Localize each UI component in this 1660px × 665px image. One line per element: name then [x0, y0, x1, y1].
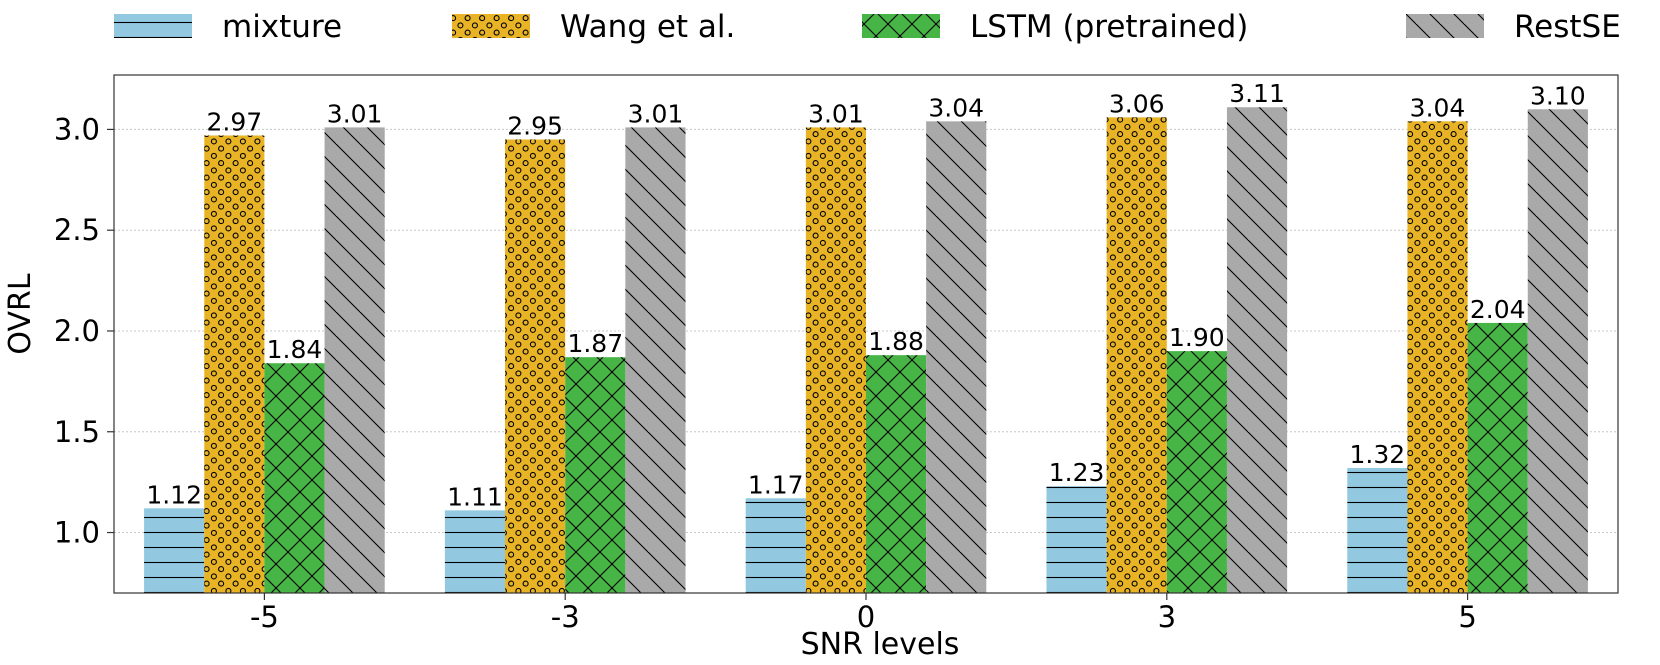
- legend-swatch: [452, 14, 530, 38]
- bar: [1527, 109, 1588, 594]
- legend-swatch: [114, 14, 192, 38]
- x-tick-label: -3: [551, 600, 580, 634]
- y-tick-label: 1.0: [54, 516, 100, 550]
- data-label: 1.90: [1169, 323, 1225, 352]
- bar: [805, 127, 866, 594]
- data-label: 1.87: [567, 329, 623, 358]
- x-tick-label: -5: [250, 600, 279, 634]
- bar: [1407, 121, 1468, 594]
- bar: [926, 121, 987, 594]
- bar: [1166, 351, 1227, 593]
- bar: [1226, 107, 1288, 593]
- bar: [1106, 117, 1167, 594]
- bar: [745, 498, 806, 593]
- y-tick-label: 3.0: [54, 112, 100, 146]
- data-label: 3.01: [628, 99, 684, 128]
- legend-label: RestSE: [1514, 9, 1621, 45]
- data-label: 1.84: [267, 335, 323, 364]
- bar: [144, 508, 205, 593]
- legend-swatch: [862, 14, 940, 38]
- legend-swatch: [1406, 14, 1484, 38]
- data-labels: 1.12 2.97 1.84 3.01 1.11 2.95 1.87 3.01 1.17 3.01…: [146, 79, 1585, 511]
- bar: [866, 355, 927, 593]
- bar: [1467, 322, 1528, 593]
- bar: [204, 135, 265, 593]
- x-axis-title: SNR levels: [801, 627, 960, 662]
- data-label: 3.01: [327, 99, 383, 128]
- y-tick-label: 1.5: [54, 415, 100, 449]
- data-label: 3.04: [1410, 93, 1466, 122]
- data-label: 3.04: [928, 93, 984, 122]
- y-tick-label: 2.5: [54, 213, 100, 247]
- x-tick-label: 5: [1458, 600, 1476, 634]
- x-axis: -5 -3 0 3 5: [250, 593, 1477, 634]
- data-label: 1.32: [1350, 440, 1406, 469]
- bar: [505, 139, 566, 593]
- data-label: 1.17: [748, 470, 804, 499]
- bar: [324, 127, 385, 594]
- data-label: 3.11: [1229, 79, 1285, 108]
- data-label: 1.12: [146, 480, 202, 509]
- data-label: 2.97: [206, 107, 262, 136]
- data-label: 3.06: [1109, 89, 1165, 118]
- x-tick-label: 0: [857, 600, 875, 634]
- data-label: 2.04: [1470, 295, 1526, 324]
- data-label: 2.95: [507, 111, 563, 140]
- legend-label: Wang et al.: [560, 9, 735, 45]
- x-tick-label: 3: [1158, 600, 1176, 634]
- bar: [1347, 468, 1408, 593]
- y-tick-label: 2.0: [54, 314, 100, 348]
- data-label: 1.23: [1049, 458, 1105, 487]
- data-label: 1.11: [447, 482, 503, 511]
- y-axis-title: OVRL: [3, 273, 38, 354]
- bar: [1046, 486, 1107, 593]
- data-label: 1.88: [868, 327, 924, 356]
- legend-label: LSTM (pretrained): [970, 9, 1248, 45]
- bar: [565, 357, 626, 593]
- bar: [264, 363, 325, 593]
- y-axis: 1.0 1.5 2.0 2.5 3.0: [54, 112, 114, 550]
- bar: [625, 127, 686, 594]
- legend: mixture Wang et al. LSTM (pretrained) RestS…: [114, 9, 1621, 45]
- data-label: 3.10: [1530, 81, 1586, 110]
- data-label: 3.01: [808, 99, 864, 128]
- bars: [144, 107, 1588, 594]
- legend-label: mixture: [222, 9, 342, 45]
- bar: [444, 510, 506, 593]
